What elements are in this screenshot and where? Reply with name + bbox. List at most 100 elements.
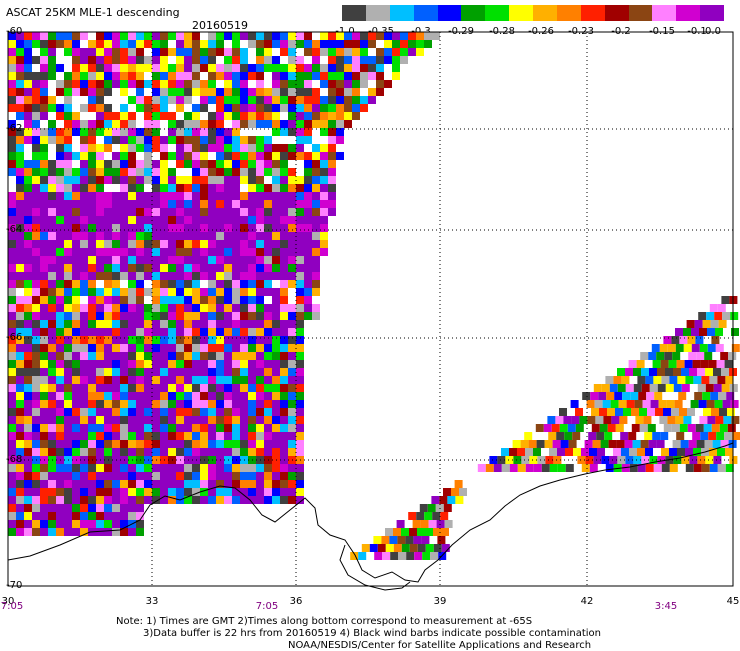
data-cell <box>240 320 248 328</box>
data-cell <box>208 168 216 176</box>
data-cell <box>694 392 703 400</box>
data-cell <box>176 192 184 200</box>
data-cell <box>280 96 288 104</box>
data-cell <box>8 272 16 280</box>
data-cell <box>144 192 152 200</box>
data-cell <box>256 184 264 192</box>
data-cell <box>328 88 336 96</box>
data-cell <box>352 72 360 80</box>
data-cell <box>312 288 320 296</box>
data-cell <box>56 216 64 224</box>
data-cell <box>184 200 192 208</box>
data-cell <box>176 216 184 224</box>
data-cell <box>88 424 96 432</box>
data-cell <box>600 440 609 448</box>
data-cell <box>80 160 88 168</box>
data-cell <box>88 296 96 304</box>
data-cell <box>256 48 264 56</box>
data-cell <box>176 96 184 104</box>
data-cell <box>208 360 216 368</box>
data-cell <box>88 360 96 368</box>
data-cell <box>585 456 594 464</box>
data-cell <box>32 200 40 208</box>
data-cell <box>24 232 32 240</box>
data-cell <box>112 40 120 48</box>
data-cell <box>240 144 248 152</box>
data-cell <box>232 64 240 72</box>
data-cell <box>240 48 248 56</box>
data-cell <box>32 464 40 472</box>
data-cell <box>304 296 312 304</box>
data-cell <box>24 320 32 328</box>
data-cell <box>688 440 697 448</box>
data-cell <box>104 304 112 312</box>
data-cell <box>671 424 680 432</box>
data-cell <box>232 360 240 368</box>
data-cell <box>288 80 296 88</box>
data-cell <box>48 384 56 392</box>
data-cell <box>240 312 248 320</box>
data-cell <box>591 424 600 432</box>
data-cell <box>240 464 248 472</box>
data-cell <box>168 304 176 312</box>
data-cell <box>104 312 112 320</box>
data-cell <box>296 216 304 224</box>
data-cell <box>64 424 72 432</box>
data-cell <box>224 312 232 320</box>
data-cell <box>240 112 248 120</box>
data-cell <box>64 248 72 256</box>
data-cell <box>136 384 144 392</box>
data-cell <box>136 352 144 360</box>
data-cell <box>184 376 192 384</box>
data-cell <box>112 280 120 288</box>
data-cell <box>8 328 16 336</box>
data-cell <box>16 232 24 240</box>
data-cell <box>200 144 208 152</box>
data-cell <box>248 304 256 312</box>
data-cell <box>16 480 24 488</box>
data-cell <box>296 192 304 200</box>
data-cell <box>667 344 676 352</box>
data-cell <box>136 272 144 280</box>
data-cell <box>96 368 104 376</box>
data-cell <box>24 448 32 456</box>
data-cell <box>56 440 64 448</box>
data-cell <box>88 392 96 400</box>
data-cell <box>32 328 40 336</box>
data-cell <box>525 464 534 472</box>
data-cell <box>96 392 104 400</box>
data-cell <box>32 384 40 392</box>
data-cell <box>200 376 208 384</box>
data-cell <box>176 384 184 392</box>
data-cell <box>709 464 718 472</box>
data-cell <box>713 368 721 376</box>
data-cell <box>24 312 32 320</box>
data-cell <box>616 440 625 448</box>
data-cell <box>120 216 128 224</box>
data-cell <box>112 496 120 504</box>
data-cell <box>48 280 56 288</box>
data-cell <box>72 192 80 200</box>
data-cell <box>248 96 256 104</box>
data-cell <box>136 144 144 152</box>
data-cell <box>200 488 208 496</box>
data-cell <box>72 448 80 456</box>
data-cell <box>312 152 320 160</box>
data-cell <box>683 344 692 352</box>
data-cell <box>112 320 120 328</box>
data-cell <box>272 392 280 400</box>
data-cell <box>208 424 216 432</box>
data-cell <box>200 48 208 56</box>
data-cell <box>168 368 176 376</box>
data-cell <box>40 448 48 456</box>
data-cell <box>725 448 733 456</box>
data-cell <box>344 72 352 80</box>
data-cell <box>232 440 240 448</box>
data-cell <box>248 88 256 96</box>
data-cell <box>168 440 176 448</box>
data-cell <box>224 136 232 144</box>
data-cell <box>224 224 232 232</box>
data-cell <box>16 320 24 328</box>
data-cell <box>704 440 713 448</box>
data-cell <box>280 192 288 200</box>
